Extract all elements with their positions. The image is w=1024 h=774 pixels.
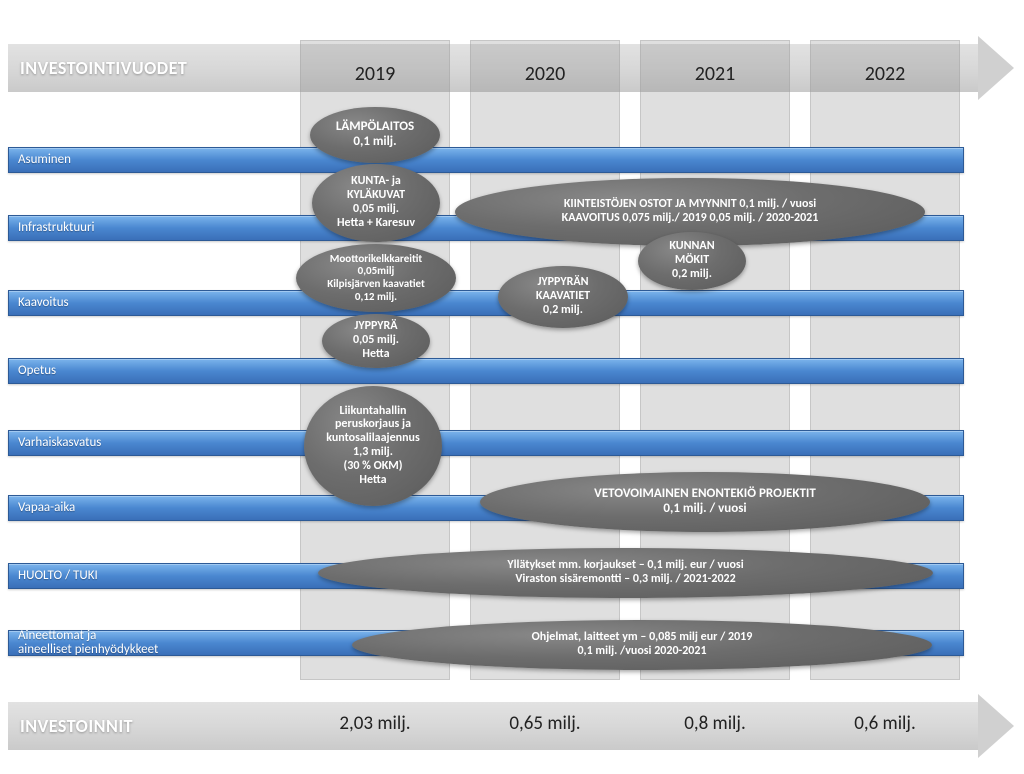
category-label: Asuminen bbox=[18, 147, 71, 173]
bubble-line: Viraston sisäremontti – 0,3 milj. / 2021… bbox=[515, 573, 735, 587]
bubble-line: Hetta bbox=[359, 474, 386, 488]
bubble-b4: KUNNANMÖKIT0,2 milj. bbox=[638, 232, 746, 290]
top-arrow-head bbox=[978, 36, 1014, 100]
invest-value: 2,03 milj. bbox=[300, 712, 450, 735]
bubble-line: 0,2 milj. bbox=[543, 304, 583, 318]
title-top: INVESTOINTIVUODET bbox=[20, 57, 187, 79]
bubble-b6: JYPPYRÄNKAAVATIET0,2 milj. bbox=[498, 266, 628, 328]
bubble-line: 0,05 milj. bbox=[353, 203, 399, 217]
invest-value: 0,8 milj. bbox=[640, 712, 790, 735]
category-label: Kaavoitus bbox=[18, 290, 69, 316]
bubble-line: JYPPYRÄ bbox=[354, 320, 397, 334]
year-label: 2021 bbox=[640, 62, 790, 86]
bubble-line: LÄMPÖLAITOS bbox=[336, 120, 414, 135]
bubble-line: VETOVOIMAINEN ENONTEKIÖ PROJEKTIT bbox=[594, 487, 816, 502]
bubble-line: JYPPYRÄN bbox=[537, 276, 588, 290]
bubble-b11: Ohjelmat, laitteet ym – 0,085 milj eur /… bbox=[352, 620, 932, 670]
bottom-arrow-head bbox=[978, 694, 1014, 758]
category-bar bbox=[8, 430, 964, 456]
bubble-line: KYLÄKUVAT bbox=[347, 189, 405, 203]
invest-value: 0,65 milj. bbox=[470, 712, 620, 735]
category-bar bbox=[8, 147, 964, 173]
bubble-b1: LÄMPÖLAITOS0,1 milj. bbox=[310, 107, 440, 163]
bubble-line: Hetta + Karesuv bbox=[337, 217, 415, 231]
bubble-b7: JYPPYRÄ0,05 milj.Hetta bbox=[322, 314, 430, 368]
bubble-line: KAAVOITUS 0,075 milj./ 2019 0,05 milj. /… bbox=[562, 212, 819, 226]
bubble-line: 0,05 milj. bbox=[353, 334, 399, 348]
bubble-line: 1,3 milj. bbox=[353, 446, 393, 460]
bubble-line: 0,12 milj. bbox=[355, 291, 397, 304]
bubble-line: KAAVATIET bbox=[536, 290, 590, 304]
bubble-line: kuntosalilaajennus bbox=[326, 432, 420, 446]
bubble-line: Ohjelmat, laitteet ym – 0,085 milj eur /… bbox=[532, 631, 753, 645]
bubble-b10: Yllätykset mm. korjaukset – 0,1 milj. eu… bbox=[318, 548, 933, 598]
category-label: Infrastruktuuri bbox=[18, 215, 95, 241]
category-label: Vapaa-aika bbox=[18, 495, 75, 521]
bubble-line: peruskorjaus ja bbox=[335, 418, 411, 432]
bubble-b5: Moottorikelkkareitit0,05miljKilpisjärven… bbox=[296, 244, 456, 312]
bubble-line: MÖKIT bbox=[675, 254, 709, 268]
bubble-line: Yllätykset mm. korjaukset – 0,1 milj. eu… bbox=[507, 559, 743, 573]
bubble-line: KIINTEISTÖJEN OSTOT JA MYYNNIT 0,1 milj.… bbox=[564, 198, 816, 212]
year-label: 2019 bbox=[300, 62, 450, 86]
category-bar bbox=[8, 358, 964, 384]
category-label: HUOLTO / TUKI bbox=[18, 563, 98, 589]
category-label: Opetus bbox=[18, 358, 56, 384]
bubble-line: KUNTA- ja bbox=[351, 175, 401, 189]
bubble-b8: Liikuntahallinperuskorjaus jakuntosalila… bbox=[304, 386, 442, 506]
category-label: Aineettomat jaaineelliset pienhyödykkeet bbox=[18, 624, 158, 662]
bubble-b2: KUNTA- jaKYLÄKUVAT0,05 milj.Hetta + Kare… bbox=[312, 164, 440, 242]
bubble-line: 0,1 milj. / vuosi bbox=[663, 502, 746, 517]
bubble-b9: VETOVOIMAINEN ENONTEKIÖ PROJEKTIT0,1 mil… bbox=[480, 472, 930, 532]
invest-value: 0,6 milj. bbox=[810, 712, 960, 735]
category-label: Varhaiskasvatus bbox=[18, 430, 101, 456]
bubble-line: 0,1 milj. bbox=[353, 135, 396, 150]
year-label: 2022 bbox=[810, 62, 960, 86]
bubble-line: Hetta bbox=[362, 348, 389, 362]
bubble-line: 0,2 milj. bbox=[672, 268, 712, 282]
bubble-line: (30 % OKM) bbox=[344, 460, 403, 474]
bubble-line: KUNNAN bbox=[669, 240, 714, 254]
bubble-line: Kilpisjärven kaavatiet bbox=[327, 278, 425, 291]
bubble-line: 0,1 milj. /vuosi 2020-2021 bbox=[577, 645, 706, 659]
category-bar bbox=[8, 290, 964, 316]
year-label: 2020 bbox=[470, 62, 620, 86]
title-bottom: INVESTOINNIT bbox=[20, 715, 133, 737]
bubble-line: Liikuntahallin bbox=[340, 405, 407, 419]
